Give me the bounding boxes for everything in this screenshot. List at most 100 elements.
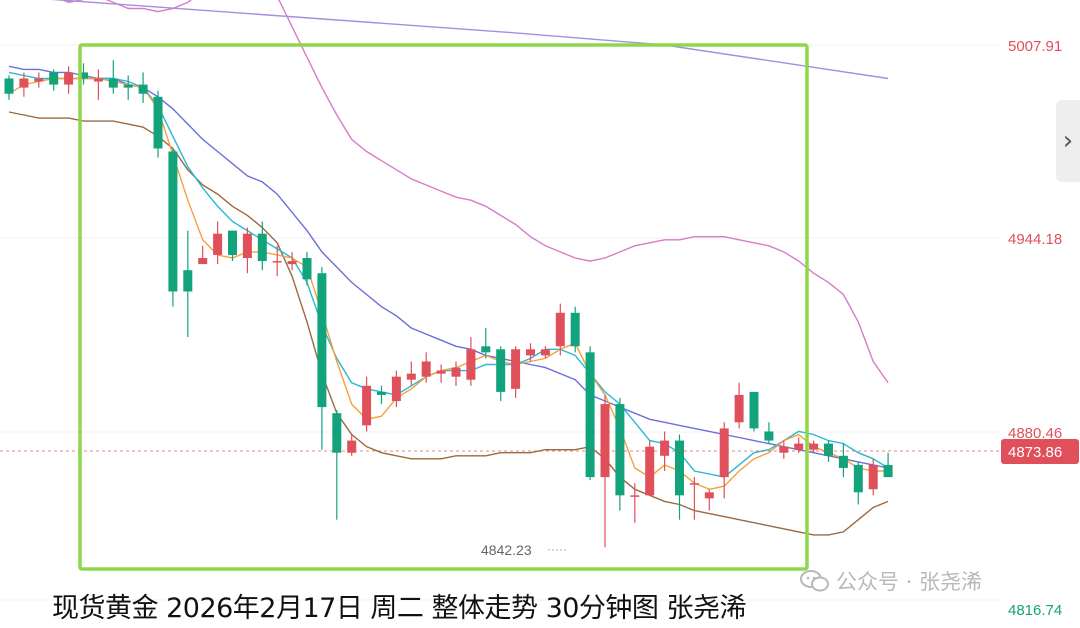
candle-body (883, 464, 893, 478)
candle (749, 391, 759, 432)
candle-body (809, 443, 819, 450)
candle (540, 346, 550, 359)
candle (108, 60, 118, 94)
candle-body (406, 373, 416, 380)
candle (675, 434, 684, 520)
candle-body (570, 312, 580, 347)
watermark: 公众号 · 张尧浠 (800, 566, 982, 596)
candle-body (64, 72, 74, 85)
candle-body (466, 349, 476, 380)
candle (4, 75, 14, 100)
candle-body (49, 72, 59, 85)
candle-body (719, 428, 729, 478)
candle-body (824, 443, 833, 456)
candle (242, 227, 252, 274)
candle (511, 346, 521, 398)
price-label-5007: 5007.91 (1008, 38, 1062, 55)
candle-body (704, 492, 714, 499)
candle (809, 440, 819, 453)
candle-body (630, 495, 640, 497)
candle-body (451, 367, 461, 377)
candle (883, 452, 893, 478)
candle-body (317, 273, 327, 408)
candle (466, 337, 476, 386)
candle-body (481, 346, 491, 353)
series-line-boll_lower (8, 111, 889, 536)
candle (436, 364, 446, 383)
candle-body (183, 270, 193, 292)
candle (272, 245, 282, 277)
candle-body (868, 464, 878, 490)
candle (406, 361, 416, 386)
chart-nav-next-button[interactable]: › (1056, 100, 1080, 182)
candle (391, 370, 401, 408)
candle (764, 422, 774, 444)
last-price-badge: 4873.86 (1001, 439, 1079, 464)
candle (317, 267, 327, 450)
candle-body (645, 446, 655, 496)
candle (600, 394, 610, 548)
candle (868, 458, 878, 496)
candle (451, 361, 461, 386)
candle (585, 346, 595, 481)
candle-body (689, 483, 699, 485)
candle-body (79, 72, 88, 79)
candle-body (511, 349, 521, 389)
last-price-label: 4873.86 (1008, 444, 1062, 461)
candle (689, 477, 699, 520)
candle-body (272, 261, 282, 263)
candle (660, 431, 670, 471)
candle-body (332, 413, 342, 453)
candle-body (123, 84, 133, 88)
candle-body (600, 404, 610, 478)
price-label-4880: 4880.46 (1008, 425, 1062, 442)
candle (183, 230, 193, 338)
candle-body (242, 233, 252, 259)
candle (645, 440, 655, 496)
candle (287, 251, 297, 271)
candle-body (540, 349, 550, 356)
candle (570, 306, 580, 353)
candle-body (779, 446, 789, 453)
candle (377, 385, 386, 405)
candle-body (555, 312, 565, 347)
candle-body (436, 370, 446, 374)
candle (719, 422, 729, 499)
candle-body (794, 443, 804, 450)
candle (49, 69, 59, 91)
candle-body (421, 361, 431, 377)
candle-body (257, 233, 267, 262)
candle-body (734, 394, 744, 423)
candle (496, 346, 506, 402)
highlight-box (78, 43, 809, 571)
candle (421, 352, 431, 383)
candle-body (287, 261, 297, 265)
candle (257, 221, 267, 271)
candle (64, 66, 74, 94)
candle (347, 434, 357, 456)
candle (853, 461, 863, 505)
candle-body (496, 349, 506, 392)
candle-body (749, 391, 759, 429)
candle (93, 69, 103, 100)
candle (362, 376, 372, 432)
series-line-boll_upper (60, 0, 889, 384)
candle (779, 440, 789, 459)
low-price-label: 4842.23 (481, 542, 532, 558)
candle (555, 303, 565, 356)
candle (34, 72, 44, 88)
candle-body (213, 233, 223, 255)
candle (481, 327, 491, 359)
candle (332, 410, 342, 520)
candle-body (4, 78, 14, 94)
candle (615, 397, 625, 511)
candle-body (228, 230, 237, 255)
candle (198, 245, 208, 265)
candle (138, 72, 148, 103)
candle-body (853, 464, 863, 493)
candle (838, 443, 848, 478)
candle-body (108, 78, 118, 88)
candle-body (838, 455, 848, 468)
price-label-4816: 4816.74 (1008, 602, 1062, 619)
